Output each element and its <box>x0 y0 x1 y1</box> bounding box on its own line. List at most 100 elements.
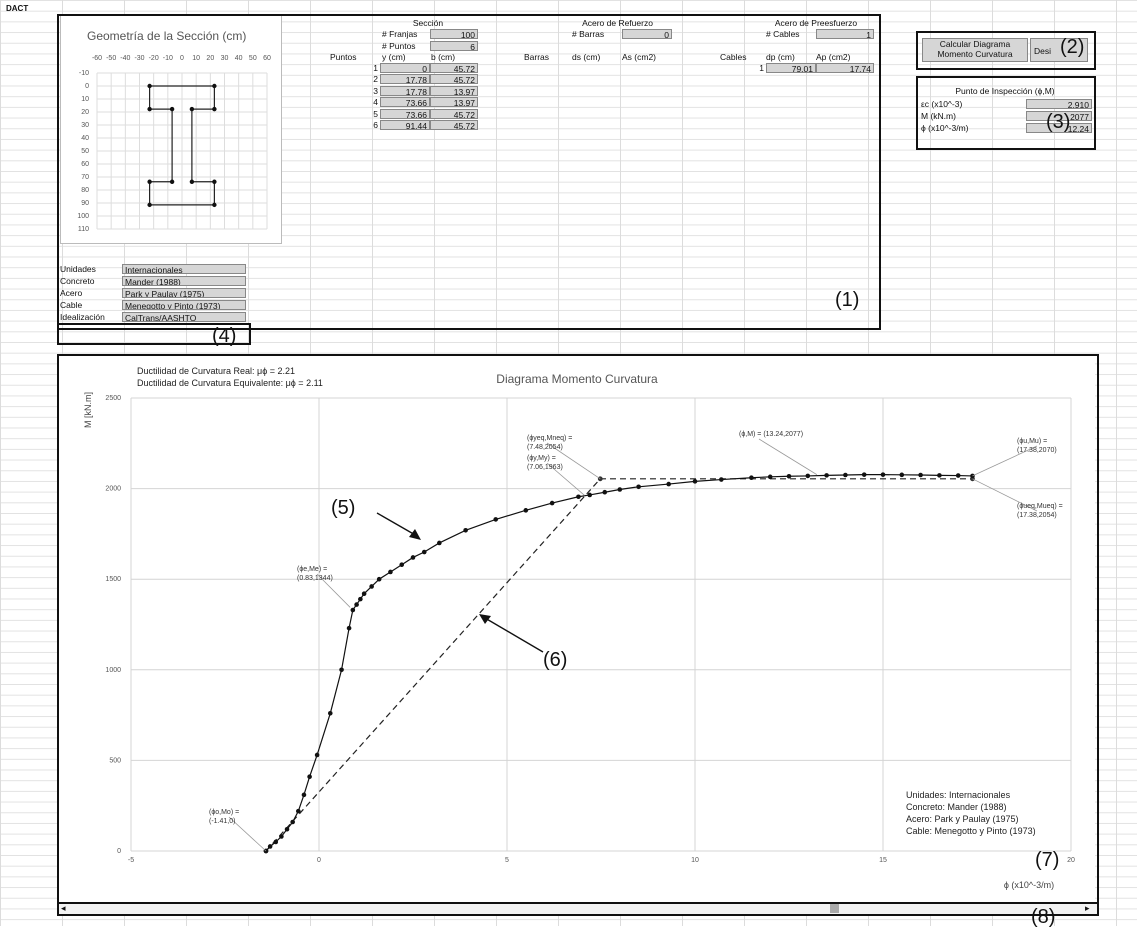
calc-panel-border <box>916 31 1096 70</box>
arrow-6-head <box>479 614 491 624</box>
moment-curvature-point <box>421 549 427 555</box>
moment-curvature-point <box>955 473 961 478</box>
inspection-value[interactable]: 2.910 <box>1026 99 1092 109</box>
bilinear-idealization-line <box>265 478 973 852</box>
moment-curvature-point <box>937 473 942 478</box>
col-dp-header: dp (cm) <box>766 52 795 62</box>
inspection-panel-border <box>916 76 1096 150</box>
geo-x-tick: -40 <box>120 55 130 62</box>
section-vertex <box>189 179 195 184</box>
cable-dp-input[interactable]: 79.01 <box>766 63 816 73</box>
barras-count-label: # Barras <box>572 29 605 39</box>
moment-curvature-point <box>463 527 468 533</box>
inspection-value[interactable]: 12.24 <box>1026 123 1092 133</box>
x-tick-label: 20 <box>1067 857 1075 864</box>
geo-x-tick: 20 <box>206 55 214 62</box>
punto-y-input[interactable]: 17.78 <box>380 74 430 85</box>
franjas-input[interactable]: 100 <box>430 29 478 39</box>
material-dropdown[interactable]: Mander (1988) <box>122 276 246 286</box>
x-tick-label: 5 <box>505 857 509 864</box>
section-vertex <box>147 202 152 208</box>
x-tick-label: -5 <box>128 857 134 864</box>
geo-x-tick: -10 <box>163 55 173 62</box>
moment-curvature-point <box>279 834 284 839</box>
scroll-left-arrow[interactable]: ◂ <box>61 903 66 913</box>
barras-count-input[interactable]: 0 <box>622 29 672 39</box>
punto-number: 2 <box>373 74 378 85</box>
punto-b-input[interactable]: 45.72 <box>430 63 478 73</box>
punto-b-input[interactable]: 45.72 <box>430 108 478 119</box>
geo-y-tick: 20 <box>81 109 89 116</box>
annotation-label: (ϕyeq,Mneq) = <box>527 435 572 442</box>
punto-number: 1 <box>373 63 378 73</box>
puntos-count-input[interactable]: 6 <box>430 41 478 51</box>
punto-b-input[interactable]: 45.72 <box>430 120 478 130</box>
y-tick-label: 2500 <box>105 395 121 402</box>
moment-curvature-point <box>805 473 811 479</box>
punto-b-input[interactable]: 13.97 <box>430 97 478 108</box>
material-dropdown[interactable]: Park y Paulay (1975) <box>122 288 246 298</box>
moment-curvature-point <box>824 473 829 478</box>
barras-row-label: Barras <box>524 52 550 62</box>
moment-curvature-point <box>410 555 416 560</box>
annotation-leader <box>316 573 351 608</box>
moment-curvature-point <box>918 472 923 478</box>
moment-curvature-chart[interactable]: -5 0 5 10 15 20 0 500 1000 1500 2000 2500 Diagrama M… <box>59 356 1095 905</box>
moment-curvature-point <box>587 492 593 498</box>
punto-y-input[interactable]: 91.44 <box>380 120 430 130</box>
annotation-label: (17.38,2070) <box>1017 447 1057 454</box>
marker-7: (7) <box>1035 849 1059 871</box>
cables-count-input[interactable]: 1 <box>816 29 874 39</box>
punto-b-input[interactable]: 45.72 <box>430 74 478 85</box>
calcular-diagrama-button[interactable]: Calcular Diagrama Momento Curvatura <box>922 38 1028 62</box>
section-vertex <box>212 106 217 112</box>
annotation-leader <box>972 445 1038 477</box>
geo-y-tick: 90 <box>81 200 89 207</box>
section-vertex <box>189 106 195 112</box>
moment-curvature-point <box>307 774 312 780</box>
section-vertex <box>212 202 217 208</box>
moment-curvature-point <box>361 591 367 596</box>
moment-curvature-point <box>290 819 295 825</box>
annotation-label: (0.83,1344) <box>297 575 333 582</box>
punto-number: 5 <box>373 108 378 119</box>
geometry-plot: -60 -50 -40 -30 -20 -10 0 10 20 30 40 50 60 -10 0 10 20 3… <box>77 55 271 233</box>
punto-y-input[interactable]: 17.78 <box>380 85 430 96</box>
material-dropdown[interactable]: Internacionales <box>122 264 246 274</box>
geo-y-tick: 0 <box>85 83 89 90</box>
punto-number: 6 <box>373 120 378 130</box>
moment-curvature-point <box>354 602 359 607</box>
input-panel-border <box>57 14 881 330</box>
geo-y-tick: -10 <box>79 70 89 77</box>
material-dropdown[interactable]: Menegotto y Pinto (1973) <box>122 300 246 310</box>
calcular-label-2: Momento Curvatura <box>937 49 1013 59</box>
info-line: Acero: Park y Paulay (1975) <box>906 814 1019 824</box>
inspection-value[interactable]: 2077 <box>1026 111 1092 121</box>
arrow-5 <box>376 512 418 537</box>
moment-curvature-point <box>666 481 671 487</box>
y-tick-label: 1000 <box>105 667 121 674</box>
geo-x-tick: -60 <box>92 55 102 62</box>
scroll-thumb[interactable] <box>830 904 839 913</box>
geometry-chart[interactable]: Geometría de la Sección (cm) -60 -50 -40 -3… <box>60 14 282 244</box>
section-vertex <box>169 106 175 112</box>
punto-y-input[interactable]: 73.66 <box>380 108 430 119</box>
annotation-label: (ϕ,M) = (13.24,2077) <box>739 431 803 438</box>
y-tick-label: 2000 <box>105 486 121 493</box>
punto-y-input[interactable]: 73.66 <box>380 97 430 108</box>
annotation-label: (-1.41,0) <box>209 818 235 825</box>
desi-button[interactable]: Desi <box>1030 38 1088 62</box>
marker-2: (2) <box>1060 36 1085 58</box>
punto-y-input[interactable]: 0 <box>380 63 430 73</box>
punto-b-input[interactable]: 13.97 <box>430 85 478 96</box>
scroll-right-arrow[interactable]: ▸ <box>1085 903 1090 913</box>
horizontal-scrollbar[interactable] <box>57 902 1099 916</box>
geo-x-tick: 10 <box>192 55 200 62</box>
geo-x-tick: 0 <box>180 55 184 62</box>
moment-curvature-point <box>767 474 773 480</box>
cable-ap-input[interactable]: 17.74 <box>816 63 874 73</box>
material-dropdown[interactable]: CalTrans/AASHTO <box>122 312 246 322</box>
puntos-row-label: Puntos <box>330 52 357 62</box>
moment-curvature-point <box>296 808 301 814</box>
annotation-label: (7.48,2054) <box>527 444 563 451</box>
